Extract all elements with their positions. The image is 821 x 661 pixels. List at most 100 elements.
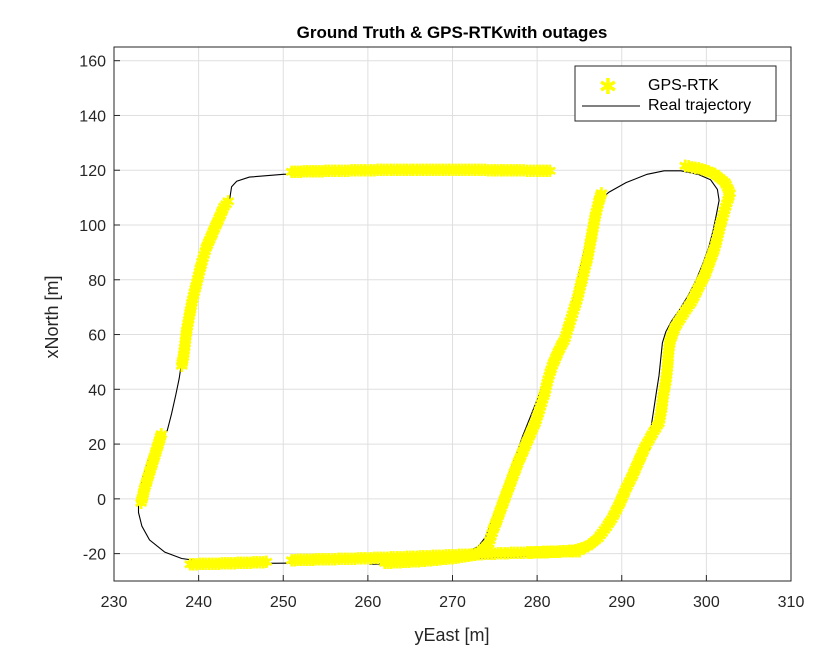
gps-rtk-point: ✱ bbox=[200, 236, 214, 255]
gps-rtk-point: ✱ bbox=[705, 247, 719, 266]
gps-rtk-point: ✱ bbox=[693, 275, 707, 294]
gps-rtk-point: ✱ bbox=[147, 447, 161, 466]
gps-rtk-point: ✱ bbox=[182, 311, 196, 330]
gps-rtk-point: ✱ bbox=[506, 466, 520, 485]
gps-rtk-point: ✱ bbox=[315, 162, 329, 181]
real-trajectory-series bbox=[137, 170, 720, 565]
gps-rtk-point: ✱ bbox=[698, 266, 712, 285]
gps-rtk-point: ✱ bbox=[400, 161, 414, 180]
gps-rtk-point: ✱ bbox=[218, 555, 232, 574]
gps-rtk-point: ✱ bbox=[695, 272, 709, 291]
gps-rtk-point: ✱ bbox=[559, 326, 573, 345]
gps-rtk-point: ✱ bbox=[338, 162, 352, 181]
gps-rtk-point: ✱ bbox=[189, 277, 203, 296]
gps-rtk-point: ✱ bbox=[493, 502, 507, 521]
gps-rtk-point: ✱ bbox=[721, 191, 735, 210]
gps-rtk-point: ✱ bbox=[678, 157, 692, 176]
gps-rtk-point: ✱ bbox=[199, 239, 213, 258]
gps-rtk-point: ✱ bbox=[654, 401, 668, 420]
gps-rtk-point: ✱ bbox=[662, 336, 676, 355]
gps-rtk-point: ✱ bbox=[176, 349, 190, 368]
gps-rtk-point: ✱ bbox=[722, 182, 736, 201]
gps-rtk-point: ✱ bbox=[516, 162, 530, 181]
gps-rtk-point: ✱ bbox=[573, 278, 587, 297]
gps-rtk-point: ✱ bbox=[487, 518, 501, 537]
gps-rtk-point: ✱ bbox=[436, 547, 450, 566]
gps-rtk-point: ✱ bbox=[406, 548, 420, 567]
gps-rtk-point: ✱ bbox=[534, 395, 548, 414]
gps-rtk-point: ✱ bbox=[540, 543, 554, 562]
gps-rtk-point: ✱ bbox=[660, 360, 674, 379]
gps-rtk-point: ✱ bbox=[701, 258, 715, 277]
gps-rtk-point: ✱ bbox=[492, 505, 506, 524]
gps-rtk-point: ✱ bbox=[533, 162, 547, 181]
gps-rtk-point: ✱ bbox=[633, 450, 647, 469]
gps-rtk-point: ✱ bbox=[400, 548, 414, 567]
gps-rtk-point: ✱ bbox=[613, 494, 627, 513]
gps-rtk-point: ✱ bbox=[309, 162, 323, 181]
gps-rtk-point: ✱ bbox=[204, 228, 218, 247]
gps-rtk-point: ✱ bbox=[661, 356, 675, 375]
gps-rtk-point: ✱ bbox=[553, 543, 567, 562]
gps-rtk-point: ✱ bbox=[510, 455, 524, 474]
gps-rtk-point: ✱ bbox=[494, 499, 508, 518]
gps-rtk-point: ✱ bbox=[315, 551, 329, 570]
gps-rtk-point: ✱ bbox=[508, 461, 522, 480]
gps-rtk-point: ✱ bbox=[488, 545, 502, 564]
gps-rtk-point: ✱ bbox=[221, 554, 235, 573]
gps-rtk-point: ✱ bbox=[653, 408, 667, 427]
gps-rtk-point: ✱ bbox=[585, 223, 599, 242]
gps-rtk-point: ✱ bbox=[312, 162, 326, 181]
gps-rtk-point: ✱ bbox=[429, 161, 443, 180]
gps-rtk-point: ✱ bbox=[150, 439, 164, 458]
gps-rtk-point: ✱ bbox=[507, 162, 521, 181]
gps-rtk-point: ✱ bbox=[377, 161, 391, 180]
gps-rtk-point: ✱ bbox=[445, 161, 459, 180]
gps-rtk-point: ✱ bbox=[452, 161, 466, 180]
gps-rtk-point: ✱ bbox=[196, 555, 210, 574]
gps-rtk-point: ✱ bbox=[416, 161, 430, 180]
gps-rtk-point: ✱ bbox=[423, 161, 437, 180]
gps-rtk-point: ✱ bbox=[412, 552, 426, 571]
gps-rtk-point: ✱ bbox=[449, 546, 463, 565]
gps-rtk-point: ✱ bbox=[610, 499, 624, 518]
gps-rtk-point: ✱ bbox=[568, 542, 582, 561]
gps-rtk-point: ✱ bbox=[502, 477, 516, 496]
gps-rtk-point: ✱ bbox=[607, 505, 621, 524]
gps-rtk-point: ✱ bbox=[675, 308, 689, 327]
gps-rtk-point: ✱ bbox=[484, 528, 498, 547]
gps-rtk-point: ✱ bbox=[465, 546, 479, 565]
gps-rtk-point: ✱ bbox=[415, 552, 429, 571]
gps-rtk-point: ✱ bbox=[498, 488, 512, 507]
gps-rtk-point: ✱ bbox=[723, 184, 737, 203]
gps-rtk-point: ✱ bbox=[618, 483, 632, 502]
gps-rtk-point: ✱ bbox=[709, 236, 723, 255]
gps-rtk-point: ✱ bbox=[137, 483, 151, 502]
gps-rtk-point: ✱ bbox=[589, 203, 603, 222]
gps-rtk-point: ✱ bbox=[291, 551, 305, 570]
gps-rtk-point: ✱ bbox=[348, 162, 362, 181]
gps-rtk-point: ✱ bbox=[419, 547, 433, 566]
gps-rtk-point: ✱ bbox=[578, 539, 592, 558]
gps-rtk-point: ✱ bbox=[507, 464, 521, 483]
gps-rtk-point: ✱ bbox=[546, 543, 560, 562]
gps-rtk-point: ✱ bbox=[475, 161, 489, 180]
gps-rtk-point: ✱ bbox=[197, 246, 211, 265]
gps-rtk-point: ✱ bbox=[630, 455, 644, 474]
gps-rtk-point: ✱ bbox=[560, 323, 574, 342]
gps-rtk-point: ✱ bbox=[408, 553, 422, 572]
gps-rtk-point: ✱ bbox=[533, 543, 547, 562]
gps-rtk-point: ✱ bbox=[720, 179, 734, 198]
gps-rtk-point: ✱ bbox=[593, 190, 607, 209]
axis-ticks: 230 240 250 260 270 280 290 300 310 -20 0 20 40 60 80 1… bbox=[79, 54, 804, 611]
gps-rtk-point: ✱ bbox=[475, 545, 489, 564]
gps-rtk-point: ✱ bbox=[354, 550, 368, 569]
gps-rtk-point: ✱ bbox=[668, 319, 682, 338]
gps-rtk-point: ✱ bbox=[178, 338, 192, 357]
gps-rtk-point: ✱ bbox=[703, 253, 717, 272]
gps-rtk-point: ✱ bbox=[652, 411, 666, 430]
gps-rtk-point: ✱ bbox=[477, 539, 491, 558]
gps-rtk-point: ✱ bbox=[288, 551, 302, 570]
gps-rtk-point: ✱ bbox=[644, 428, 658, 447]
